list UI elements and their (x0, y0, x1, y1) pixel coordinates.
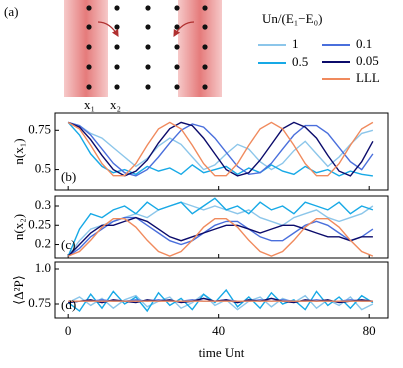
panel-label: (d) (61, 297, 76, 312)
legend-label: 0.1 (356, 36, 372, 51)
lattice-site (86, 24, 92, 30)
lattice-site (174, 44, 180, 50)
series-line (67, 121, 373, 177)
site-strip (178, 0, 222, 97)
panel-label: (b) (61, 169, 76, 184)
y-axis-label: ⟨Δ²P⟩ (11, 275, 26, 305)
site-label: x₁ (84, 97, 95, 112)
y-axis-label: n(x₂) (11, 214, 26, 240)
lattice-site (202, 64, 208, 70)
lattice-site (202, 84, 208, 90)
lattice-site (86, 84, 92, 90)
plot-frame (54, 195, 389, 259)
series-line (68, 121, 374, 171)
series-line (67, 197, 374, 257)
lattice-site (114, 24, 120, 30)
lattice-site (174, 64, 180, 70)
legend-label: 0.5 (292, 54, 308, 69)
lattice-site (202, 24, 208, 30)
lattice-site (174, 24, 180, 30)
y-tick-label: 0.75 (28, 295, 51, 310)
panel-label: (c) (61, 237, 75, 252)
lattice-site (202, 5, 208, 11)
lattice-site (114, 84, 120, 90)
y-axis-label: n(x₁) (11, 138, 26, 164)
lattice (86, 5, 208, 90)
y-tick-label: 0.5 (35, 161, 51, 176)
series-line (67, 293, 374, 311)
y-tick-label: 0.75 (28, 121, 51, 136)
legend-label: 0.05 (356, 53, 379, 68)
hop-arrow (173, 21, 195, 38)
x-tick-label: 40 (212, 323, 225, 338)
hop-arrow (97, 21, 119, 38)
series-line (67, 288, 374, 313)
x-tick-label: 0 (65, 323, 72, 338)
y-tick-label: 1.0 (35, 260, 51, 275)
lattice-site (202, 44, 208, 50)
series-line (67, 121, 374, 177)
site-strip (64, 0, 108, 97)
lattice-site (145, 64, 151, 70)
lattice-site (114, 5, 120, 11)
series-line (68, 121, 374, 177)
x-tick-label: 80 (363, 323, 376, 338)
x-axis-label: time Unt (199, 345, 245, 360)
lattice-site (86, 5, 92, 11)
lattice-site (145, 24, 151, 30)
lattice-site (145, 84, 151, 90)
lattice-site (174, 5, 180, 11)
series-line (67, 121, 374, 177)
lattice-site (174, 84, 180, 90)
plot-frame (54, 261, 389, 319)
lattice-site (114, 44, 120, 50)
plot-frame (54, 112, 389, 191)
lattice-site (86, 44, 92, 50)
y-tick-label: 0.3 (35, 197, 51, 212)
lattice-site (145, 44, 151, 50)
panel-label: (a) (4, 4, 18, 19)
series-line (67, 216, 374, 257)
legend-label: LLL (356, 70, 380, 85)
lattice-site (86, 64, 92, 70)
legend-label: 1 (292, 36, 299, 51)
legend-title: Un/(E₁−E₀) (262, 11, 322, 26)
lattice-site (145, 5, 151, 11)
series-line (67, 218, 374, 257)
y-tick-label: 0.2 (35, 236, 51, 251)
site-label: x₂ (110, 97, 121, 112)
y-tick-label: 0.25 (28, 216, 51, 231)
series-line (67, 216, 373, 257)
lattice-site (114, 64, 120, 70)
